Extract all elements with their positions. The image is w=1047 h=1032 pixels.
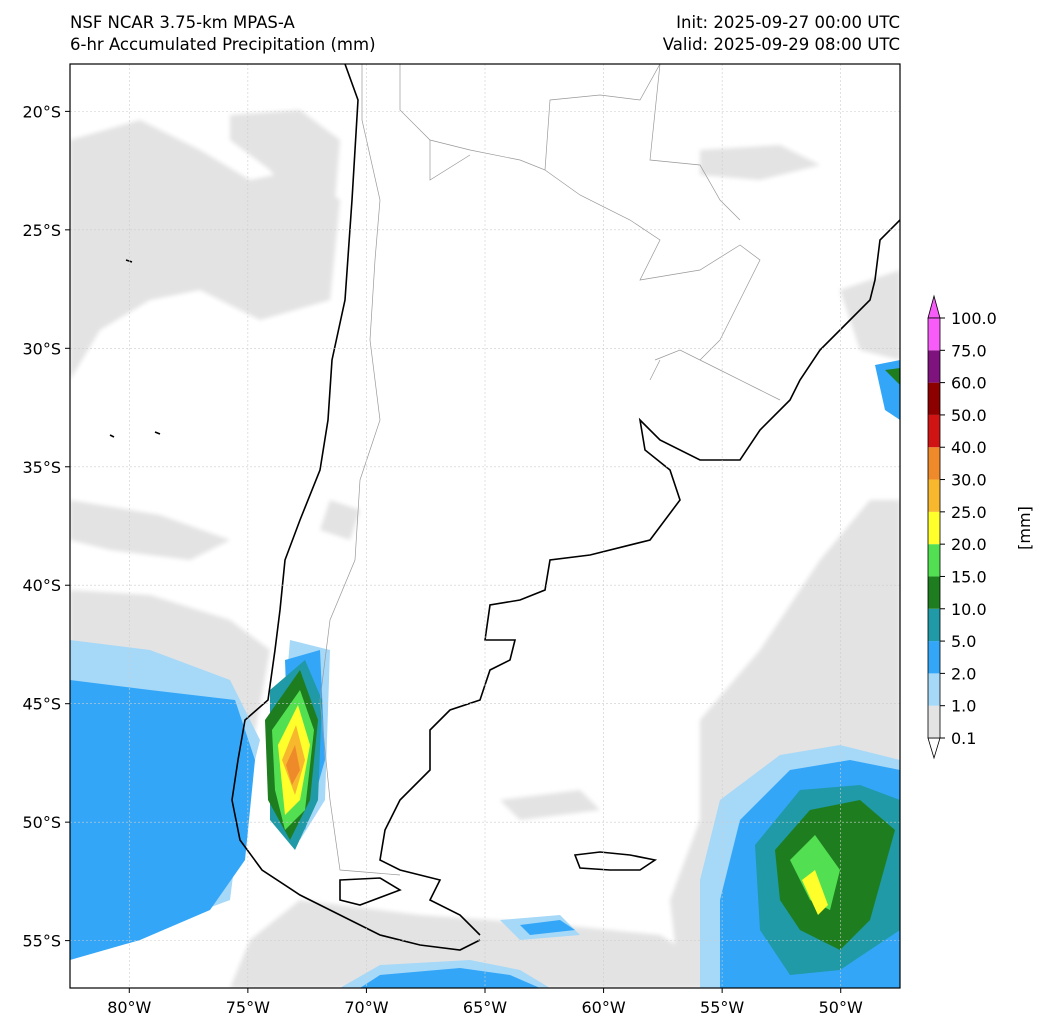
init-time: Init: 2025-09-27 00:00 UTC (676, 13, 900, 32)
colorbar-segment (928, 382, 940, 415)
colorbar-segment (928, 350, 940, 383)
colorbar-segment (928, 447, 940, 480)
map-title: NSF NCAR 3.75-km MPAS-A 6-hr Accumulated… (70, 12, 376, 56)
lat-tick-label: 40°S (22, 576, 61, 595)
colorbar-level-label: 2.0 (951, 664, 976, 683)
longitude-axis: 80°W 75°W 70°W 65°W 60°W 55°W 50°W (107, 988, 863, 1017)
colorbar-level-label: 75.0 (951, 341, 987, 360)
country-borders (319, 64, 781, 876)
lat-tick-label: 25°S (22, 221, 61, 240)
colorbar-frame (927, 317, 941, 739)
colorbar-segment (928, 576, 940, 609)
colorbar-level-label: 40.0 (951, 438, 987, 457)
lon-tick-label: 50°W (819, 998, 863, 1017)
lon-tick-label: 60°W (581, 998, 625, 1017)
colorbar-level-label: 100.0 (951, 309, 997, 328)
lon-tick-label: 55°W (700, 998, 744, 1017)
colorbar-segment (928, 705, 940, 738)
lon-tick-label: 70°W (344, 998, 388, 1017)
colorbar-level-label: 60.0 (951, 374, 987, 393)
latitude-axis: 20°S 25°S 30°S 35°S 40°S 45°S 50°S 55°S (22, 102, 70, 951)
colorbar-segment (928, 414, 940, 448)
lon-tick-label: 80°W (107, 998, 151, 1017)
colorbar-unit-label: [mm] (1015, 506, 1034, 550)
colorbar-segment (928, 511, 940, 545)
coastlines (109, 64, 900, 951)
model-name: NSF NCAR 3.75-km MPAS-A (70, 13, 295, 32)
lat-tick-label: 35°S (22, 458, 61, 477)
colorbar-segment (928, 544, 940, 577)
colorbar: 0.1 1.0 2.0 5.0 10.0 15.0 20.0 25.0 30.0 40.0 50.0… (927, 294, 1034, 760)
map-plot-area (70, 64, 900, 988)
colorbar-level-label: 20.0 (951, 535, 987, 554)
colorbar-level-label: 5.0 (951, 632, 976, 651)
colorbar-level-label: 30.0 (951, 471, 987, 490)
colorbar-level-label: 50.0 (951, 406, 987, 425)
colorbar-extend-max (927, 294, 941, 319)
colorbar-segment (928, 673, 940, 706)
gridlines (70, 64, 900, 988)
colorbar-segment (928, 318, 940, 351)
colorbar-extend-min (927, 737, 941, 760)
colorbar-segment (928, 479, 940, 512)
lat-tick-label: 20°S (22, 102, 61, 121)
lat-tick-label: 50°S (22, 813, 61, 832)
colorbar-level-label: 15.0 (951, 567, 987, 586)
map-time-info: Init: 2025-09-27 00:00 UTC Valid: 2025-0… (663, 12, 900, 56)
valid-time: Valid: 2025-09-29 08:00 UTC (662, 35, 900, 54)
field-name: 6-hr Accumulated Precipitation (mm) (70, 35, 376, 54)
colorbar-level-label: 0.1 (951, 729, 976, 748)
colorbar-segment (928, 641, 940, 674)
precip-30mm (286, 745, 300, 785)
lon-tick-label: 75°W (226, 998, 270, 1017)
lat-tick-label: 30°S (22, 339, 61, 358)
lat-tick-label: 55°S (22, 932, 61, 951)
colorbar-segment (928, 608, 940, 642)
colorbar-level-label: 25.0 (951, 503, 987, 522)
lon-tick-label: 65°W (463, 998, 507, 1017)
colorbar-level-label: 10.0 (951, 600, 987, 619)
colorbar-level-label: 1.0 (951, 697, 976, 716)
lat-tick-label: 45°S (22, 695, 61, 714)
